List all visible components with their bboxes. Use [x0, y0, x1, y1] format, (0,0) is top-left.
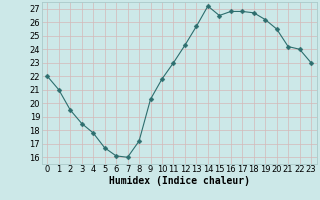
X-axis label: Humidex (Indice chaleur): Humidex (Indice chaleur): [109, 176, 250, 186]
